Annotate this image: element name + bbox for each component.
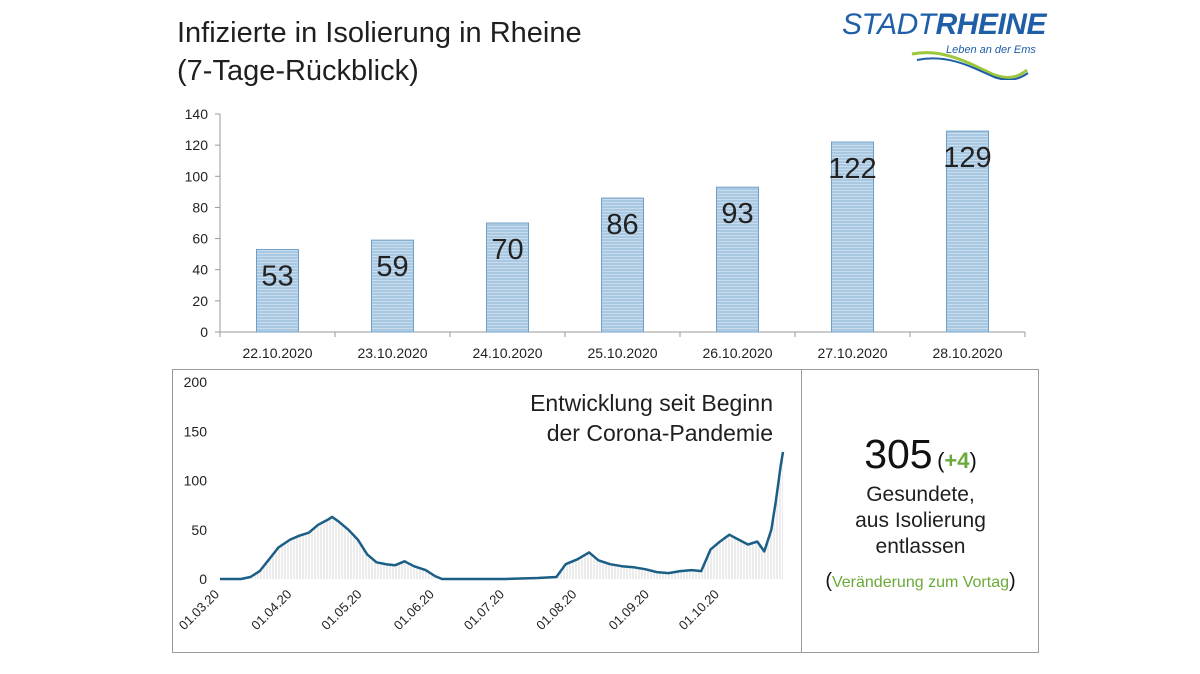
x-tick-label: 01.06.20: [391, 587, 437, 633]
x-tick-label: 27.10.2020: [817, 345, 887, 361]
x-tick-label: 01.03.20: [176, 587, 222, 633]
recovered-label-line-2: aus Isolierung: [855, 509, 986, 532]
y-tick-label: 20: [192, 293, 208, 309]
y-tick-label: 40: [192, 262, 208, 278]
y-tick-label: 100: [185, 168, 209, 184]
bar-value-label: 53: [261, 260, 293, 292]
bar-value-label: 122: [828, 153, 876, 185]
change-note-text: Veränderung zum Vortag: [831, 574, 1009, 591]
y-tick-label: 0: [200, 324, 208, 340]
x-tick-label: 01.04.20: [248, 587, 294, 633]
y-tick-label: 80: [192, 199, 208, 215]
y-tick-label: 60: [192, 231, 208, 247]
recovered-label-line-3: entlassen: [875, 535, 966, 558]
recovered-stat: 305 (+4) Gesundete, aus Isolierung entla…: [802, 430, 1039, 593]
bar: [601, 197, 644, 333]
logo-word-rheine: RHEINE: [935, 8, 1047, 41]
x-tick-label: 01.07.20: [461, 587, 507, 633]
x-tick-label: 01.08.20: [533, 587, 579, 633]
x-tick-label: 01.09.20: [606, 587, 652, 633]
recovered-delta-value: +4: [944, 448, 970, 473]
y-tick-label: 200: [184, 374, 208, 390]
line-chart-title-line-2: der Corona-Pandemie: [546, 420, 773, 446]
line-chart-title-line-1: Entwicklung seit Beginn: [530, 390, 773, 416]
bar-value-label: 59: [376, 251, 408, 283]
y-tick-label: 50: [191, 522, 207, 538]
line-chart: 0 50 100 150 200 01.03.20 01.04.20 01.05.20 01.0…: [176, 374, 785, 633]
title-line-2: (7-Tage-Rückblick): [177, 55, 419, 87]
bar-value-label: 70: [491, 234, 523, 266]
x-tick-label: 28.10.2020: [932, 345, 1002, 361]
logo-wave-icon: [911, 51, 1029, 80]
bar: [716, 186, 759, 333]
chart-title: Infizierte in Isolierung in Rheine (7-Ta…: [177, 14, 582, 90]
bar-value-label: 129: [943, 142, 991, 174]
x-tick-label: 25.10.2020: [587, 345, 657, 361]
x-tick-label: 01.05.20: [318, 587, 364, 633]
bar: [486, 222, 529, 333]
logo-tagline: Leben an der Ems: [946, 44, 1036, 56]
bar: [831, 141, 874, 333]
bar-chart: 0 20 40 60 80 100 120 140 53 22.10.2020 59 23.10.20…: [185, 106, 1026, 361]
panel-divider: [801, 369, 802, 653]
x-tick-label: 23.10.2020: [357, 345, 427, 361]
bottom-panel: [172, 369, 1039, 653]
recovered-delta: (+4): [937, 448, 977, 473]
logo-word-stadt: STADT: [842, 8, 936, 41]
stadt-rheine-logo: STADTRHEINE Leben an der Ems: [842, 8, 1046, 80]
bar: [256, 248, 299, 333]
series-area: [220, 451, 783, 579]
line-chart-title: Entwicklung seit Beginn der Corona-Pande…: [530, 388, 773, 448]
recovered-label: Gesundete, aus Isolierung entlassen: [802, 482, 1039, 560]
change-note: (Veränderung zum Vortag): [825, 570, 1016, 592]
series-line: [220, 451, 785, 581]
x-tick-label: 01.10.20: [676, 587, 722, 633]
y-tick-label: 140: [185, 106, 209, 122]
y-tick-label: 150: [184, 423, 208, 439]
recovered-count: 305: [864, 431, 933, 477]
bar: [946, 130, 989, 333]
x-tick-label: 26.10.2020: [702, 345, 772, 361]
y-tick-label: 0: [199, 571, 207, 587]
bar-value-label: 86: [606, 209, 638, 241]
y-tick-label: 100: [184, 473, 208, 489]
title-line-1: Infizierte in Isolierung in Rheine: [177, 17, 582, 49]
logo-wordmark: STADTRHEINE: [842, 8, 1046, 42]
bar-value-label: 93: [721, 198, 753, 230]
y-tick-label: 120: [185, 137, 209, 153]
recovered-label-line-1: Gesundete,: [866, 483, 975, 506]
bar: [371, 239, 414, 333]
x-tick-label: 24.10.2020: [472, 345, 542, 361]
x-tick-label: 22.10.2020: [242, 345, 312, 361]
